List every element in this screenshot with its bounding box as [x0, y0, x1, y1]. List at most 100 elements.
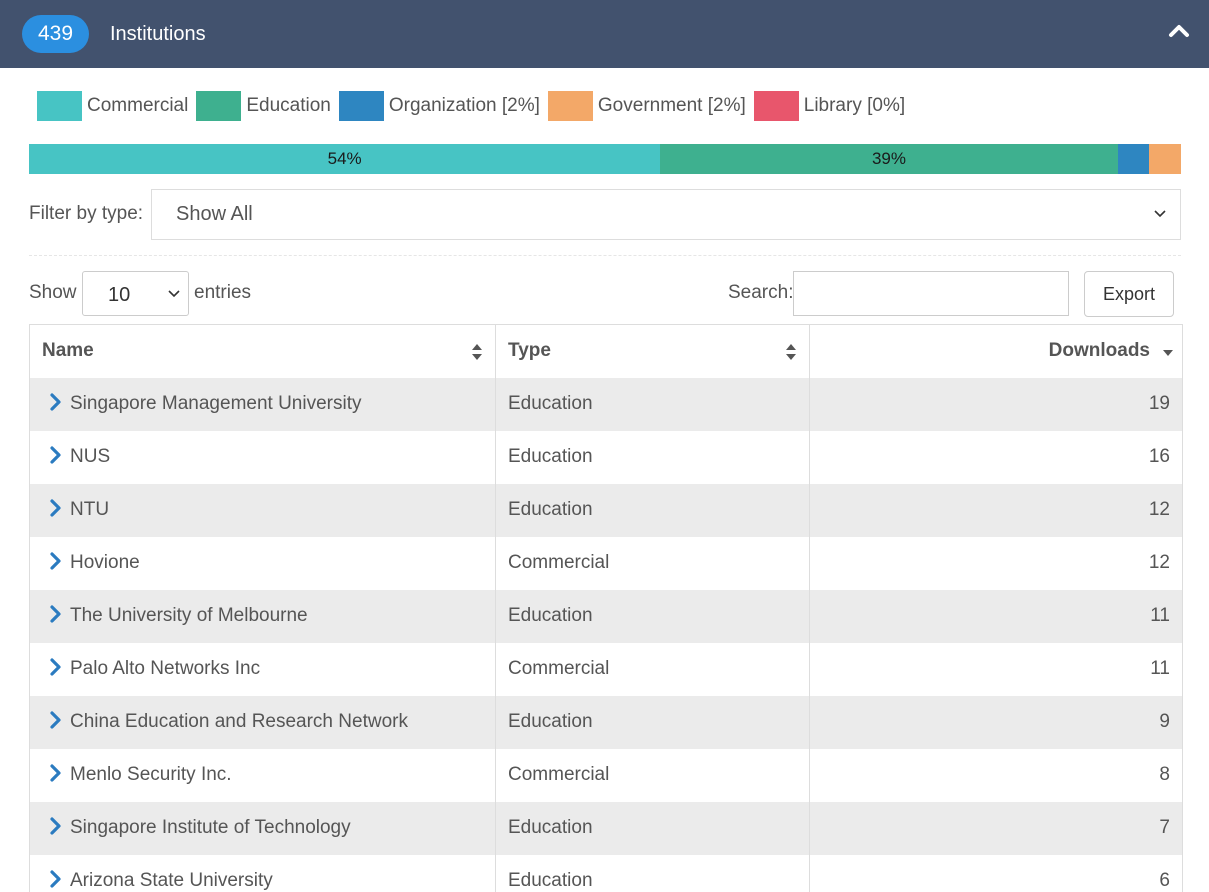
institution-name: Hovione [70, 552, 140, 573]
chevron-right-icon[interactable] [50, 605, 62, 623]
filter-label: Filter by type: [29, 203, 144, 224]
cell-downloads: 11 [809, 642, 1183, 696]
legend-label: Library [0%] [803, 95, 906, 116]
legend-label: Commercial [87, 95, 189, 116]
type-legend: Commercial Education Organization [2%] G… [37, 90, 913, 122]
cell-name[interactable]: Palo Alto Networks Inc [29, 642, 496, 696]
cell-type: Education [495, 801, 810, 855]
show-label: Show [29, 282, 77, 303]
export-button[interactable]: Export [1084, 271, 1174, 317]
legend-swatch [37, 91, 82, 121]
cell-downloads: 11 [809, 589, 1183, 643]
institution-name: Singapore Management University [70, 393, 362, 414]
table-row[interactable]: Singapore Institute of Technology Educati… [29, 801, 1183, 855]
legend-item-library: Library [0%] [753, 91, 906, 121]
entries-label: entries [194, 282, 252, 303]
institutions-table: Name Type Downloads Singapore [29, 324, 1183, 892]
column-header-label: Name [42, 340, 94, 362]
chevron-right-icon[interactable] [50, 870, 62, 888]
cell-type: Education [495, 854, 810, 892]
entries-per-page-select[interactable]: 10 [82, 271, 189, 316]
chevron-down-icon [168, 290, 180, 298]
institution-name: NUS [70, 446, 111, 467]
cell-downloads: 8 [809, 748, 1183, 802]
chevron-right-icon[interactable] [50, 499, 62, 517]
table-row[interactable]: NTU Education 12 [29, 483, 1183, 537]
cell-downloads: 19 [809, 377, 1183, 431]
chevron-down-icon [1154, 210, 1166, 218]
count-badge: 439 [22, 15, 89, 53]
institution-name: NTU [70, 499, 110, 520]
table-row[interactable]: Menlo Security Inc. Commercial 8 [29, 748, 1183, 802]
cell-type: Education [495, 483, 810, 537]
legend-swatch [547, 91, 593, 121]
cell-type: Commercial [495, 642, 810, 696]
table-row[interactable]: China Education and Research Network Educ… [29, 695, 1183, 749]
column-header-downloads[interactable]: Downloads [809, 324, 1183, 378]
cell-name[interactable]: China Education and Research Network [29, 695, 496, 749]
table-row[interactable]: The University of Melbourne Education 11 [29, 589, 1183, 643]
cell-name[interactable]: NUS [29, 430, 496, 484]
table-header-row: Name Type Downloads [29, 324, 1183, 378]
bar-segment-organization [1117, 144, 1149, 174]
legend-swatch [196, 91, 242, 121]
chevron-right-icon[interactable] [50, 446, 62, 464]
cell-downloads: 12 [809, 483, 1183, 537]
sort-descending-icon [1163, 350, 1173, 356]
legend-swatch [753, 91, 799, 121]
legend-item-government: Government [2%] [547, 91, 746, 121]
chevron-right-icon[interactable] [50, 552, 62, 570]
cell-downloads: 12 [809, 536, 1183, 590]
search-input[interactable] [793, 271, 1069, 316]
chevron-right-icon[interactable] [50, 658, 62, 676]
chevron-right-icon[interactable] [50, 817, 62, 835]
table-row[interactable]: Hovione Commercial 12 [29, 536, 1183, 590]
chevron-up-icon[interactable] [1168, 22, 1190, 38]
cell-name[interactable]: Menlo Security Inc. [29, 748, 496, 802]
legend-swatch [338, 91, 384, 121]
cell-name[interactable]: The University of Melbourne [29, 589, 496, 643]
cell-name[interactable]: Singapore Management University [29, 377, 496, 431]
table-row[interactable]: NUS Education 16 [29, 430, 1183, 484]
chevron-right-icon[interactable] [50, 711, 62, 729]
cell-name[interactable]: Singapore Institute of Technology [29, 801, 496, 855]
table-row[interactable]: Singapore Management University Education… [29, 377, 1183, 431]
legend-label: Organization [2%] [388, 95, 540, 116]
bar-segment-education: 39% [660, 144, 1118, 174]
legend-label: Education [246, 95, 331, 116]
institution-name: China Education and Research Network [70, 711, 408, 732]
institutions-panel-header[interactable]: 439 Institutions [0, 0, 1209, 68]
table-row[interactable]: Arizona State University Education 6 [29, 854, 1183, 892]
entries-selected-value: 10 [108, 284, 131, 306]
column-header-name[interactable]: Name [29, 324, 496, 378]
sort-icon [786, 344, 796, 360]
legend-item-education: Education [196, 91, 331, 121]
column-header-type[interactable]: Type [495, 324, 810, 378]
bar-segment-government [1148, 144, 1181, 174]
cell-type: Education [495, 695, 810, 749]
institution-name: The University of Melbourne [70, 605, 308, 626]
sort-icon [472, 344, 482, 360]
cell-downloads: 9 [809, 695, 1183, 749]
cell-type: Commercial [495, 748, 810, 802]
institution-name: Singapore Institute of Technology [70, 817, 351, 838]
table-row[interactable]: Palo Alto Networks Inc Commercial 11 [29, 642, 1183, 696]
cell-name[interactable]: Hovione [29, 536, 496, 590]
cell-type: Education [495, 589, 810, 643]
cell-name[interactable]: NTU [29, 483, 496, 537]
type-distribution-bar: 54% 39% [29, 144, 1181, 174]
bar-segment-commercial: 54% [29, 144, 661, 174]
cell-name[interactable]: Arizona State University [29, 854, 496, 892]
chevron-right-icon[interactable] [50, 764, 62, 782]
institution-name: Arizona State University [70, 870, 273, 891]
divider [29, 255, 1181, 256]
filter-type-select[interactable]: Show All [151, 189, 1181, 240]
legend-label: Government [2%] [597, 95, 746, 116]
chevron-right-icon[interactable] [50, 393, 62, 411]
cell-type: Commercial [495, 536, 810, 590]
institution-name: Menlo Security Inc. [70, 764, 232, 785]
cell-downloads: 7 [809, 801, 1183, 855]
search-label: Search: [728, 282, 794, 303]
institution-name: Palo Alto Networks Inc [70, 658, 261, 679]
filter-selected-value: Show All [176, 203, 253, 225]
